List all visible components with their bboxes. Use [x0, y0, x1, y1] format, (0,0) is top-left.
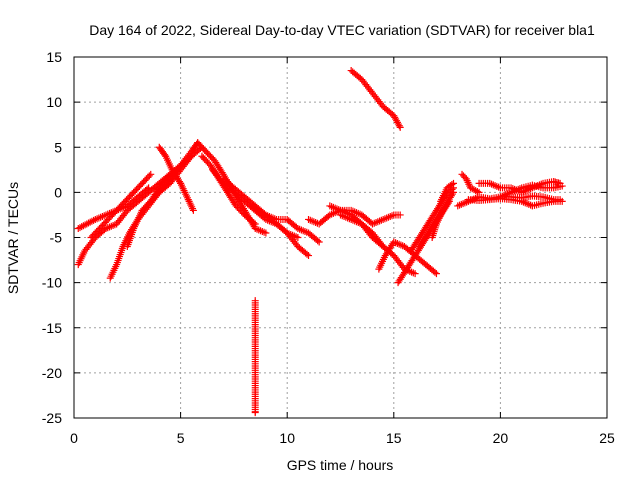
- y-tick-label: -25: [42, 410, 62, 426]
- data-point: [558, 197, 566, 205]
- series-arc-7: [155, 143, 185, 187]
- grid-lines: [74, 57, 607, 418]
- series-arc-20: [407, 184, 457, 255]
- x-tick-label: 20: [493, 430, 509, 446]
- series-arc-12: [219, 175, 313, 260]
- series-arc-3: [87, 170, 155, 241]
- data-point: [449, 188, 457, 196]
- y-tick-label: -5: [50, 230, 63, 246]
- data-point: [449, 179, 457, 187]
- data-point: [378, 241, 386, 249]
- data-point: [251, 220, 259, 228]
- data-point: [145, 172, 153, 180]
- data-point: [303, 250, 311, 258]
- data-point: [558, 182, 566, 190]
- data-point: [189, 206, 197, 214]
- data-point: [411, 270, 419, 278]
- y-tick-label: 10: [46, 94, 62, 110]
- data-point: [187, 152, 195, 160]
- series-arc-14: [305, 206, 404, 228]
- data-point: [315, 238, 323, 246]
- y-axis-label: SDTVAR / TECUs: [5, 182, 21, 294]
- data-point: [445, 197, 453, 205]
- series-outliers: [251, 297, 259, 417]
- data-point: [90, 216, 98, 224]
- data-point: [431, 268, 439, 276]
- data-point: [396, 211, 404, 219]
- y-tick-label: -15: [42, 320, 62, 336]
- x-tick-label: 15: [386, 430, 402, 446]
- x-axis-label: GPS time / hours: [287, 457, 394, 473]
- data-point: [444, 199, 452, 207]
- x-tick-label: 0: [70, 430, 78, 446]
- data-point: [448, 190, 456, 198]
- data-point: [294, 234, 302, 241]
- data-point: [396, 123, 404, 131]
- data-point: [305, 252, 313, 260]
- data-point: [314, 237, 322, 245]
- x-tick-label: 25: [599, 430, 615, 446]
- data-point: [262, 229, 270, 237]
- data-markers: [74, 67, 566, 417]
- series-arc-22: [428, 197, 453, 241]
- data-point: [147, 170, 155, 178]
- x-tick-label: 5: [177, 430, 185, 446]
- series-arc-28: [496, 181, 566, 201]
- y-tick-label: 15: [46, 49, 62, 65]
- data-point: [251, 409, 259, 417]
- y-tick-label: 5: [54, 139, 62, 155]
- axis-tick-labels: 0 5 10 15 20 25 -25 -20 -15 -10 -5 0 5 10 15: [42, 49, 615, 446]
- series-arc-23: [437, 179, 457, 205]
- series-arc-16: [337, 211, 387, 251]
- y-tick-label: -20: [42, 365, 62, 381]
- data-point: [186, 154, 194, 162]
- x-tick-label: 10: [279, 430, 295, 446]
- data-point: [448, 180, 456, 188]
- series-arc-18: [375, 238, 440, 278]
- chart-title: Day 164 of 2022, Sidereal Day-to-day VTE…: [89, 22, 595, 38]
- data-point: [250, 219, 258, 227]
- y-tick-label: -10: [42, 275, 62, 291]
- data-point: [395, 122, 403, 130]
- series-arc-21: [415, 188, 457, 251]
- y-tick-label: 0: [54, 184, 62, 200]
- data-point: [473, 187, 481, 195]
- series-arc-13: [249, 202, 323, 246]
- series-arc-2: [74, 170, 174, 269]
- data-point: [432, 270, 440, 278]
- series-arc-8: [177, 179, 197, 214]
- data-point: [379, 243, 387, 251]
- plot-border: [73, 56, 608, 419]
- data-point: [260, 210, 268, 218]
- series-arc-17: [347, 67, 404, 131]
